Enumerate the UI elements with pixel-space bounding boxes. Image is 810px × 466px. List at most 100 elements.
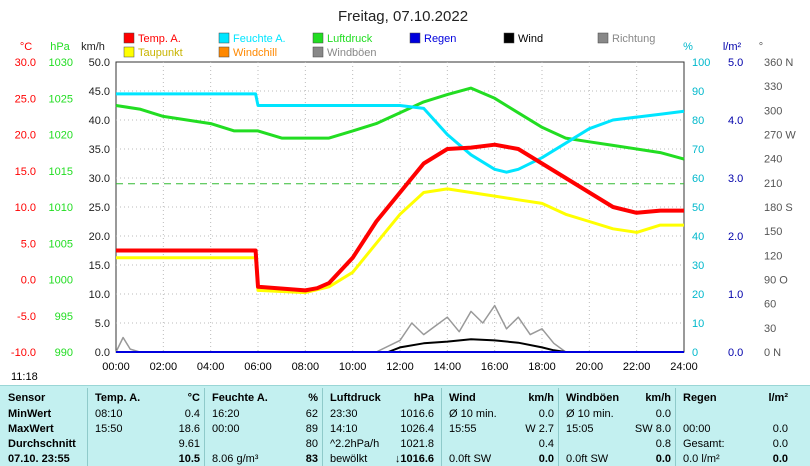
- table-header-cell: Wind: [449, 392, 476, 404]
- legend-swatch: [503, 32, 515, 44]
- wind-tick-label: 45.0: [89, 86, 110, 98]
- table-cell: 0.4: [184, 408, 200, 420]
- x-tick-label: 18:00: [528, 361, 556, 373]
- chart-axes: 00:00 02:00 04:00 06:00 08:00 10:00 12:00 14:00…: [11, 41, 796, 373]
- table-cell: ↓1016.6: [394, 453, 434, 465]
- hum-tick-label: 60: [692, 173, 704, 185]
- dir-tick-label: 330: [764, 81, 782, 93]
- rain-tick-label: 4.0: [728, 115, 743, 127]
- table-cell: 89: [305, 423, 318, 435]
- hum-tick-label: 0: [692, 347, 698, 359]
- press-tick-label: 1015: [49, 166, 73, 178]
- series-line-wind: [116, 338, 684, 353]
- wind-tick-label: 40.0: [89, 115, 110, 127]
- table-cell: W 2.7: [525, 423, 554, 435]
- table-cell: 0.0: [772, 423, 788, 435]
- wind-tick-label: 5.0: [95, 318, 110, 330]
- legend-swatch: [123, 46, 135, 58]
- press-tick-label: 990: [55, 347, 73, 359]
- table-cell: 1016.6: [400, 408, 434, 420]
- dir-axis-unit: °: [759, 41, 763, 53]
- rain-tick-label: 0.0: [728, 347, 743, 359]
- table-cell: MinWert: [8, 408, 52, 420]
- wind-tick-label: 50.0: [89, 57, 110, 69]
- hum-tick-label: 90: [692, 86, 704, 98]
- table-cell: 0.0: [538, 453, 554, 465]
- x-tick-label: 08:00: [292, 361, 320, 373]
- dir-tick-label: 150: [764, 226, 782, 238]
- table-cell: 9.61: [178, 438, 200, 450]
- table-cell: 0.8: [655, 438, 671, 450]
- dir-tick-label: 0 N: [764, 347, 781, 359]
- x-tick-label: 14:00: [434, 361, 462, 373]
- press-tick-label: 1005: [49, 238, 73, 250]
- rain-tick-label: 1.0: [728, 289, 743, 301]
- wind-tick-label: 20.0: [89, 231, 110, 243]
- legend-label: Regen: [424, 33, 456, 45]
- dir-tick-label: 240: [764, 154, 782, 166]
- rain-tick-label: 2.0: [728, 231, 743, 243]
- table-cell: 1026.4: [400, 423, 434, 435]
- x-tick-label: 06:00: [244, 361, 272, 373]
- hum-tick-label: 20: [692, 289, 704, 301]
- table-cell: 0.0 l/m²: [683, 453, 720, 465]
- press-tick-label: 1020: [49, 130, 73, 142]
- table-cell: 0.0: [655, 408, 671, 420]
- table-cell: Ø 10 min.: [449, 408, 497, 420]
- legend-label: Wind: [518, 33, 543, 45]
- temp-tick-label: -5.0: [17, 311, 36, 323]
- temp-tick-label: 20.0: [15, 130, 36, 142]
- hum-tick-label: 70: [692, 144, 704, 156]
- table-column-divider: [204, 388, 205, 466]
- press-tick-label: 995: [55, 311, 73, 323]
- dir-tick-label: 210: [764, 178, 782, 190]
- legend-swatch: [409, 32, 421, 44]
- table-header-cell: Luftdruck: [330, 392, 381, 404]
- press-tick-label: 1000: [49, 275, 73, 287]
- press-axis-unit: hPa: [50, 41, 70, 53]
- temp-tick-label: 15.0: [15, 166, 36, 178]
- legend-label: Taupunkt: [138, 47, 183, 59]
- legend-label: Richtung: [612, 33, 655, 45]
- press-tick-label: 1025: [49, 93, 73, 105]
- table-cell: 0.0: [772, 453, 788, 465]
- x-tick-label: 12:00: [386, 361, 414, 373]
- hum-tick-label: 30: [692, 260, 704, 272]
- temp-tick-label: 30.0: [15, 57, 36, 69]
- wind-tick-label: 30.0: [89, 173, 110, 185]
- table-cell: 8.06 g/m³: [212, 453, 259, 465]
- table-cell: 83: [305, 453, 318, 465]
- chart-series: [115, 86, 685, 353]
- stats-table: Sensor Temp. A. °C Feuchte A.% Luftdruck hPa W…: [0, 385, 810, 466]
- hum-tick-label: 100: [692, 57, 710, 69]
- table-cell: 15:50: [95, 423, 123, 435]
- hum-tick-label: 80: [692, 115, 704, 127]
- wind-tick-label: 0.0: [95, 347, 110, 359]
- table-cell: Durchschnitt: [8, 438, 76, 450]
- x-tick-label: 02:00: [150, 361, 178, 373]
- table-cell: 14:10: [330, 423, 358, 435]
- legend-label: Windchill: [233, 47, 277, 59]
- wind-tick-label: 35.0: [89, 144, 110, 156]
- table-cell: MaxWert: [8, 423, 54, 435]
- table-header-cell: Feuchte A.: [212, 392, 268, 404]
- wind-tick-label: 25.0: [89, 202, 110, 214]
- table-cell: 08:10: [95, 408, 123, 420]
- legend-swatch: [218, 32, 230, 44]
- rain-tick-label: 5.0: [728, 57, 743, 69]
- x-tick-label: 20:00: [576, 361, 604, 373]
- timestamp-label: 11:18: [11, 371, 38, 383]
- table-cell: 0.0ft SW: [566, 453, 609, 465]
- table-cell: 62: [305, 408, 318, 420]
- wind-tick-label: 10.0: [89, 289, 110, 301]
- dir-tick-label: 180 S: [764, 202, 793, 214]
- legend-swatch: [218, 46, 230, 58]
- table-cell: 15:55: [449, 423, 477, 435]
- series-line-temp-a-: [116, 142, 684, 293]
- table-column-divider: [675, 388, 676, 466]
- temp-tick-label: -10.0: [11, 347, 36, 359]
- table-cell: SW 8.0: [634, 423, 671, 435]
- table-header-cell: °C: [187, 392, 200, 404]
- rain-tick-label: 3.0: [728, 173, 743, 185]
- dir-tick-label: 360 N: [764, 57, 793, 69]
